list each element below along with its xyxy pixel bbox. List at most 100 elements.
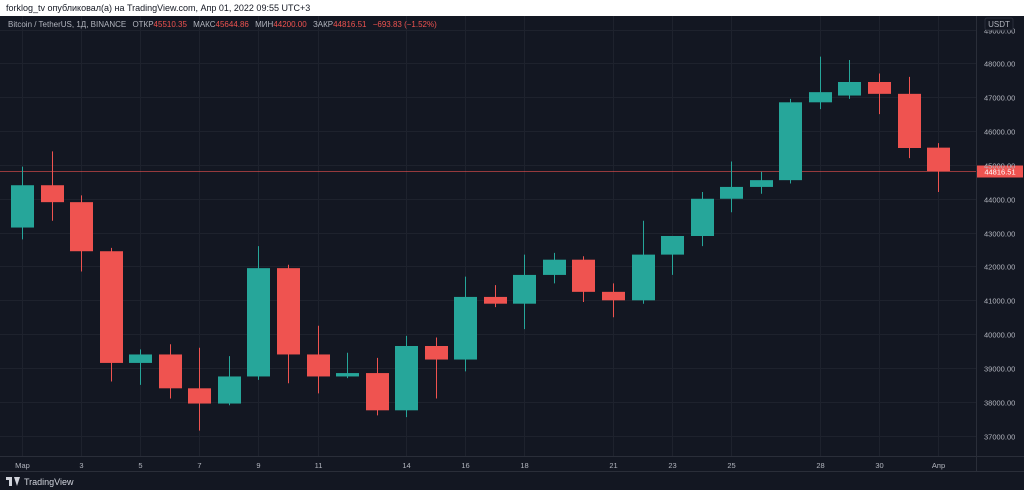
candle[interactable]	[513, 254, 536, 330]
time-tick-label: 23	[668, 461, 676, 470]
candle[interactable]	[41, 151, 64, 221]
candle-body	[366, 373, 389, 411]
legend-high-label: МАКС	[193, 20, 216, 29]
candle[interactable]	[366, 357, 389, 416]
candle[interactable]	[70, 195, 93, 272]
candle[interactable]	[809, 56, 832, 110]
candle[interactable]	[247, 246, 270, 380]
candle-body	[336, 373, 359, 377]
price-tick-label: 42000.00	[984, 263, 1015, 272]
candle-body	[632, 254, 655, 301]
legend-open-label: ОТКР	[132, 20, 153, 29]
candle-body	[100, 251, 123, 363]
candle[interactable]	[927, 143, 950, 192]
candle[interactable]	[129, 349, 152, 385]
time-tick-label: 5	[138, 461, 142, 470]
candle[interactable]	[750, 171, 773, 194]
candle[interactable]	[336, 352, 359, 379]
time-tick-label: 18	[520, 461, 528, 470]
time-tick-label: Мар	[15, 461, 30, 470]
candle-body	[247, 268, 270, 377]
chart-area[interactable]: 44816.51 37000.00 38000.00 39000.00 40000.0…	[0, 16, 1024, 471]
grid	[0, 16, 976, 456]
time-tick-label: 30	[875, 461, 883, 470]
candle[interactable]	[868, 73, 891, 115]
candles	[11, 56, 950, 431]
price-tick-label: 39000.00	[984, 365, 1015, 374]
candle-body	[779, 102, 802, 181]
candle-body	[11, 185, 34, 228]
candle[interactable]	[484, 285, 507, 308]
candle[interactable]	[779, 98, 802, 184]
candle-body	[188, 388, 211, 404]
candle[interactable]	[307, 325, 330, 394]
currency-badge: USDT	[984, 17, 1014, 31]
candle-body	[307, 354, 330, 377]
candle-body	[454, 296, 477, 360]
time-tick-label: 3	[79, 461, 83, 470]
footer: TradingView	[0, 471, 1024, 490]
time-tick-label: 9	[256, 461, 260, 470]
price-tick-label: 37000.00	[984, 433, 1015, 442]
last-price-badge	[977, 165, 1023, 178]
price-tick-label: 47000.00	[984, 94, 1015, 103]
last-price-label: 44816.51	[984, 168, 1015, 177]
price-tick-label: 43000.00	[984, 230, 1015, 239]
candle-body	[691, 198, 714, 236]
candle-body	[218, 376, 241, 404]
candle-body	[159, 354, 182, 389]
legend-change: −693.83 (−1.52%)	[373, 20, 437, 29]
legend-open-value: 45510.35	[154, 20, 188, 29]
candle-body	[661, 236, 684, 255]
candle[interactable]	[838, 60, 861, 99]
candle[interactable]	[11, 166, 34, 240]
price-tick-label: 44000.00	[984, 196, 1015, 205]
candle[interactable]	[720, 161, 743, 213]
price-tick-label: 41000.00	[984, 297, 1015, 306]
candle-body	[513, 274, 536, 304]
candle[interactable]	[395, 335, 418, 418]
candle-body	[750, 180, 773, 187]
candle[interactable]	[159, 344, 182, 399]
candle[interactable]	[632, 220, 655, 304]
candle-body	[809, 92, 832, 103]
time-tick-label: 7	[197, 461, 201, 470]
publish-line: forklog_tv опубликовал(а) на TradingView…	[6, 3, 311, 13]
candle[interactable]	[661, 236, 684, 275]
candle-body	[277, 268, 300, 355]
candle[interactable]	[425, 337, 448, 399]
tradingview-logo[interactable]: TradingView	[6, 475, 74, 488]
legend-text: Bitcoin / TetherUS, 1Д, BINANCE ОТКР4551…	[8, 20, 437, 29]
candle[interactable]	[572, 256, 595, 302]
time-tick-label: Апр	[932, 461, 945, 470]
time-tick-label: 16	[461, 461, 469, 470]
candle[interactable]	[277, 264, 300, 384]
candle-body	[129, 354, 152, 363]
candle[interactable]	[218, 356, 241, 406]
tradingview-logo-icon	[6, 477, 20, 486]
legend-low-value: 44200.00	[273, 20, 307, 29]
legend-high-value: 45644.86	[216, 20, 250, 29]
candle[interactable]	[543, 252, 566, 284]
candle-body	[868, 82, 891, 94]
candle[interactable]	[454, 276, 477, 372]
legend-close-label: ЗАКР	[313, 20, 333, 29]
candle-body	[41, 185, 64, 203]
candle-body	[425, 346, 448, 360]
candle[interactable]	[691, 192, 714, 247]
candle-body	[572, 259, 595, 292]
candle-body	[543, 259, 566, 275]
price-tick-label: 48000.00	[984, 60, 1015, 69]
candle[interactable]	[188, 347, 211, 431]
last-price-line: 44816.51	[0, 165, 1023, 178]
price-tick-label: 45000.00	[984, 162, 1015, 171]
candle-body	[927, 147, 950, 172]
price-axis: 37000.00 38000.00 39000.00 40000.00 41000.00…	[976, 16, 1015, 471]
candle[interactable]	[100, 247, 123, 382]
time-tick-label: 28	[816, 461, 824, 470]
price-tick-label: 40000.00	[984, 331, 1015, 340]
candlestick-chart[interactable]: 44816.51 37000.00 38000.00 39000.00 40000.0…	[0, 16, 1024, 471]
price-tick-label: 49000.00	[984, 27, 1015, 36]
candle[interactable]	[898, 76, 921, 159]
candle[interactable]	[602, 283, 625, 318]
